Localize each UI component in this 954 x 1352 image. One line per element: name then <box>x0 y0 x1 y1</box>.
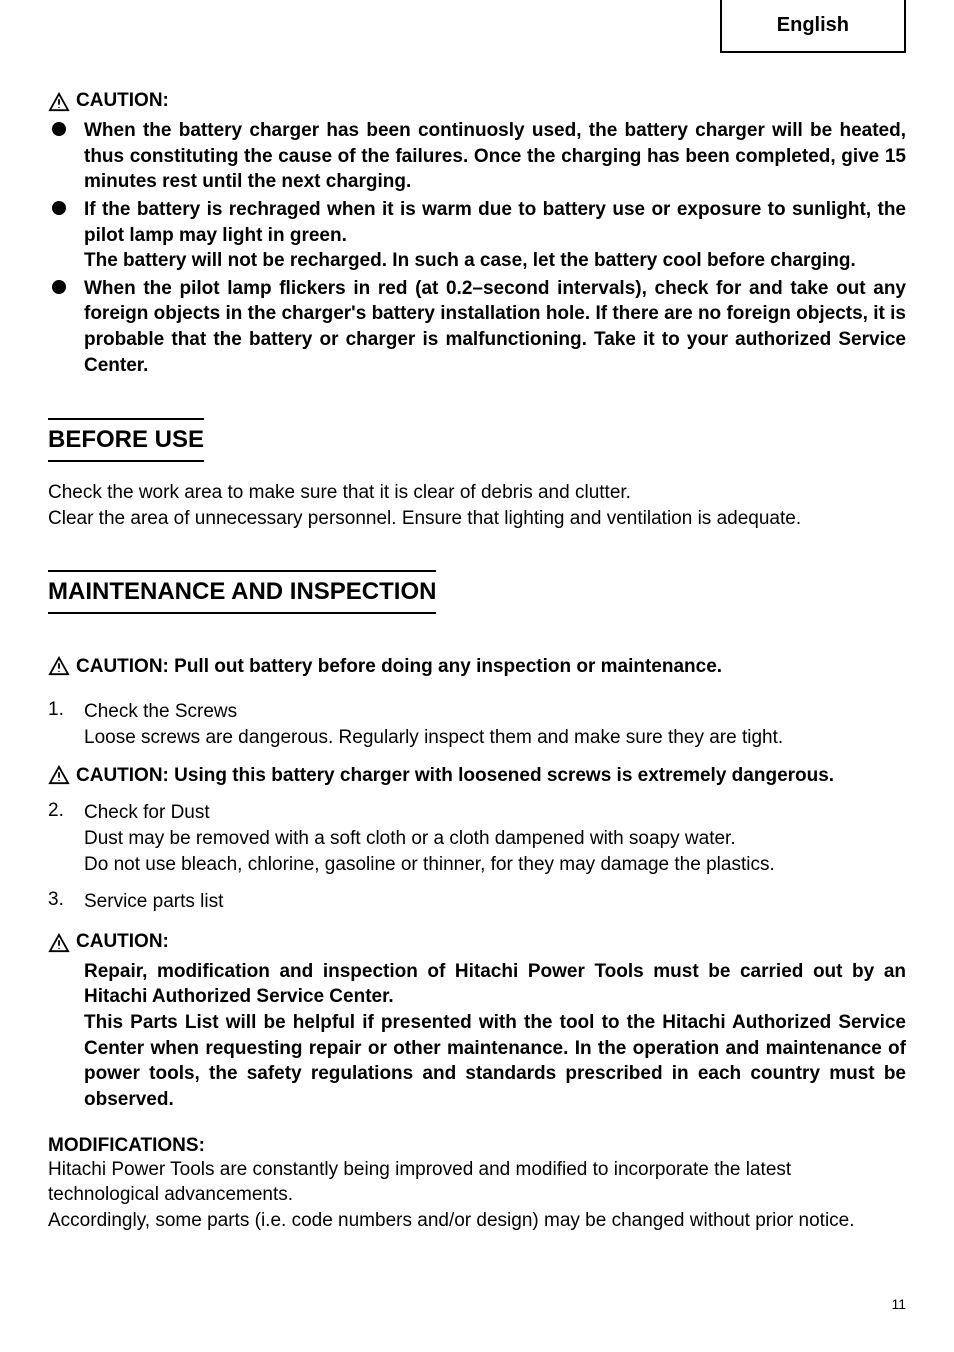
item-text: Loose screws are dangerous. Regularly in… <box>84 727 783 748</box>
warning-icon <box>48 656 70 676</box>
page-number: 11 <box>891 1296 906 1312</box>
bullet-line: The battery will not be recharged. In su… <box>84 250 856 271</box>
warning-icon <box>48 765 70 785</box>
modifications-p1: Hitachi Power Tools are constantly being… <box>48 1157 906 1208</box>
item-body: Check the Screws Loose screws are danger… <box>84 699 783 750</box>
modifications-p2: Accordingly, some parts (i.e. code numbe… <box>48 1208 906 1234</box>
maintenance-list: 1. Check the Screws Loose screws are dan… <box>48 699 906 750</box>
caution-text: CAUTION: Pull out battery before doing a… <box>76 654 722 680</box>
bullet-icon <box>52 201 66 215</box>
bullet-text: If the battery is rechraged when it is w… <box>84 197 906 274</box>
list-item: 3. Service parts list <box>48 889 906 915</box>
warning-icon <box>48 92 70 112</box>
item-title: Check the Screws <box>84 699 783 725</box>
warning-icon <box>48 933 70 953</box>
modifications-heading: MODIFICATIONS: <box>48 1135 906 1157</box>
item-number: 3. <box>48 889 70 911</box>
list-item: 2. Check for Dust Dust may be removed wi… <box>48 800 906 877</box>
caution-text: CAUTION: Using this battery charger with… <box>76 763 834 789</box>
item-text: Dust may be removed with a soft cloth or… <box>84 828 736 849</box>
item-title: Check for Dust <box>84 800 775 826</box>
page-content: CAUTION: When the battery charger has be… <box>48 90 906 1234</box>
caution-service-body: Repair, modification and inspection of H… <box>84 959 906 1113</box>
before-use-line2: Clear the area of unnecessary personnel.… <box>48 506 906 532</box>
item-title: Service parts list <box>84 889 223 915</box>
caution-bullet-item: If the battery is rechraged when it is w… <box>48 197 906 274</box>
caution-heading: CAUTION: <box>76 90 169 112</box>
item-body: Service parts list <box>84 889 223 915</box>
item-number: 1. <box>48 699 70 721</box>
item-number: 2. <box>48 800 70 822</box>
service-para2: This Parts List will be helpful if prese… <box>84 1010 906 1113</box>
caution-service: CAUTION: <box>48 931 906 953</box>
caution-pullout: CAUTION: Pull out battery before doing a… <box>48 654 906 680</box>
maintenance-list-2: 2. Check for Dust Dust may be removed wi… <box>48 800 906 915</box>
maintenance-heading: MAINTENANCE AND INSPECTION <box>48 570 436 614</box>
item-body: Check for Dust Dust may be removed with … <box>84 800 775 877</box>
list-item: 1. Check the Screws Loose screws are dan… <box>48 699 906 750</box>
bullet-icon <box>52 280 66 294</box>
caution-heading: CAUTION: <box>76 931 169 953</box>
bullet-text: When the battery charger has been contin… <box>84 118 906 195</box>
item-text: Do not use bleach, chlorine, gasoline or… <box>84 854 775 875</box>
caution-header: CAUTION: <box>48 90 906 112</box>
caution-bullet-item: When the pilot lamp flickers in red (at … <box>48 276 906 379</box>
service-para1: Repair, modification and inspection of H… <box>84 959 906 1010</box>
bullet-icon <box>52 122 66 136</box>
caution-bullet-list: When the battery charger has been contin… <box>48 118 906 378</box>
before-use-heading: BEFORE USE <box>48 418 204 462</box>
bullet-text: When the pilot lamp flickers in red (at … <box>84 276 906 379</box>
language-label: English <box>777 14 849 36</box>
caution-screws: CAUTION: Using this battery charger with… <box>48 763 906 789</box>
caution-bullet-item: When the battery charger has been contin… <box>48 118 906 195</box>
before-use-line1: Check the work area to make sure that it… <box>48 480 906 506</box>
language-box: English <box>720 0 906 53</box>
bullet-line: If the battery is rechraged when it is w… <box>84 199 906 246</box>
